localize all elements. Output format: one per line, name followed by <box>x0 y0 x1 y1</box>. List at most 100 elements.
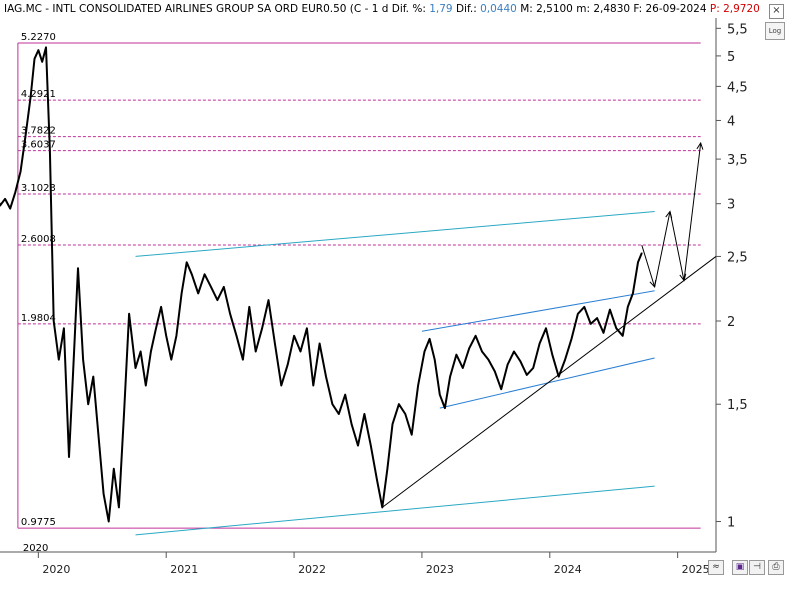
price-point <box>449 376 451 378</box>
dif-pct-label: Dif. %: <box>391 3 426 15</box>
price-point <box>602 332 605 334</box>
price-point <box>170 359 172 361</box>
price-point <box>235 335 238 337</box>
price-point <box>627 306 629 308</box>
price-point <box>280 384 282 387</box>
fibonacci-retracement: 5.2270 4.2921 3.7822 3.6037 3.1023 2.6008 1.98… <box>17 32 701 554</box>
y-tick-label: 3,5 <box>727 153 748 168</box>
price-point <box>128 313 130 315</box>
price-point <box>33 58 36 60</box>
price-point <box>14 191 16 193</box>
price-point <box>532 367 534 369</box>
price-point <box>386 468 389 470</box>
print-icon[interactable]: ⎙ <box>768 560 784 575</box>
price-point <box>4 198 6 200</box>
price-point <box>255 350 257 353</box>
close-chart-button[interactable]: × <box>769 4 784 19</box>
price-point <box>160 306 162 308</box>
price-point <box>108 520 110 523</box>
price-point <box>370 445 372 447</box>
price-label: P: <box>709 3 720 15</box>
price-point <box>41 61 43 63</box>
price-point <box>423 350 426 353</box>
trendline <box>381 256 717 508</box>
x-tick-label: 2025 <box>682 563 710 576</box>
price-point <box>191 273 193 275</box>
price-point <box>519 360 521 362</box>
price-point <box>267 299 270 301</box>
y-tick-label: 2 <box>727 315 735 330</box>
price-point <box>210 286 212 288</box>
price-point <box>404 413 406 415</box>
price-point <box>344 394 346 396</box>
price-point <box>468 347 470 349</box>
x-tick-label: 2021 <box>170 563 198 576</box>
price-point <box>293 335 295 337</box>
price-point <box>299 350 302 353</box>
price-point <box>19 171 22 173</box>
price-point <box>77 267 79 269</box>
dif-value: 0,0440 <box>480 3 517 15</box>
price-point <box>577 313 579 315</box>
y-tick-label: 4,5 <box>727 80 748 95</box>
price-point <box>417 384 419 387</box>
price-point <box>590 323 592 325</box>
price-point <box>242 359 244 361</box>
price-point <box>248 306 250 308</box>
price-point <box>632 292 634 295</box>
price-point <box>9 207 11 210</box>
price-point <box>455 354 458 356</box>
scroll-toggle-icon[interactable]: ≈ <box>708 560 724 575</box>
price-point <box>175 335 178 337</box>
price-point <box>180 292 183 295</box>
price-point <box>92 376 94 378</box>
projection-arrowhead <box>649 279 657 289</box>
x-axis: 2020 2021 2022 2023 2024 2025 <box>37 552 710 576</box>
price-point <box>68 456 70 458</box>
price-point <box>429 338 431 340</box>
y-axis: 5,5 5 4,5 4 3,5 3 2,5 2 1,5 1 <box>716 22 748 531</box>
fib-level-label: 3.7822 <box>21 126 56 137</box>
chart-header: IAG.MC - INTL CONSOLIDATED AIRLINES GROU… <box>4 3 760 15</box>
save-icon[interactable]: ▣ <box>732 560 748 575</box>
pin-icon[interactable]: ⊣ <box>749 560 765 575</box>
date-label: F: 26-09-2024 <box>633 3 707 15</box>
y-tick-label: 4 <box>727 114 735 129</box>
projection-arrowhead <box>696 141 704 150</box>
price-point <box>155 327 157 329</box>
price-point <box>545 327 547 329</box>
price-point <box>331 403 334 405</box>
price-point <box>622 335 624 337</box>
price-point <box>197 292 199 295</box>
price-point <box>82 359 84 361</box>
fib-start-marker-label: 2020 <box>23 543 48 554</box>
price-point <box>609 309 611 311</box>
price-point <box>261 327 263 329</box>
projection-path <box>641 141 704 289</box>
log-scale-toggle[interactable]: Log <box>765 22 785 40</box>
price-point <box>30 95 32 97</box>
y-tick-label: 5 <box>727 50 735 65</box>
price-point <box>494 370 496 373</box>
price-point <box>481 350 483 353</box>
price-point <box>53 320 55 322</box>
x-tick-label: 2022 <box>298 563 326 576</box>
trendline <box>135 211 655 257</box>
price-point <box>338 413 340 415</box>
price-point <box>203 273 206 275</box>
x-tick-label: 2024 <box>554 563 582 576</box>
fib-level-label: 0.9775 <box>21 517 56 528</box>
price-point <box>391 423 394 425</box>
price-point <box>376 480 378 482</box>
price-point <box>444 407 446 409</box>
x-tick-label: 2020 <box>42 563 70 576</box>
max-label: M: 2,5100 <box>520 3 573 15</box>
price-point <box>500 388 502 390</box>
price-point <box>487 359 490 361</box>
fib-level-label: 5.2270 <box>21 32 56 43</box>
price-point <box>58 359 60 361</box>
price-point <box>462 367 464 369</box>
fib-level-label: 2.6008 <box>21 234 56 245</box>
